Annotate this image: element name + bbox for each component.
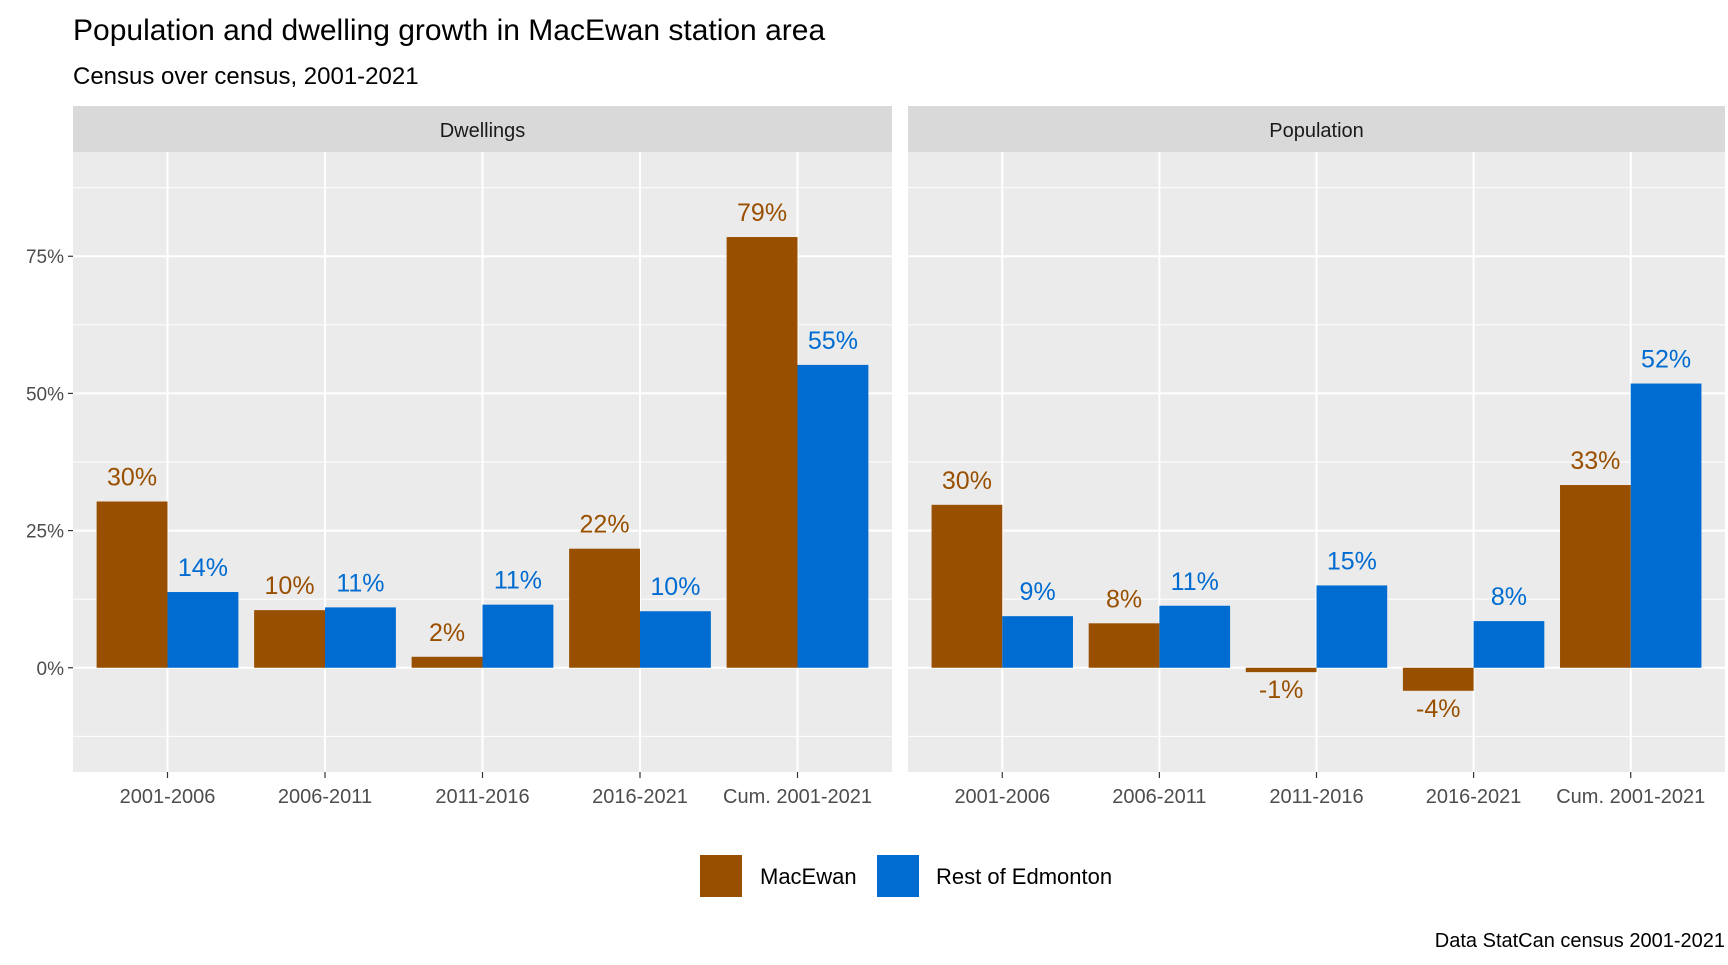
legend-key-macewan: [700, 855, 742, 897]
legend-label: MacEwan: [760, 864, 857, 889]
bar-rest-of-edmonton: [325, 607, 396, 668]
data-label: 79%: [737, 199, 787, 227]
bar-macewan: [1402, 667, 1474, 691]
data-label: 22%: [580, 511, 630, 539]
data-label: 15%: [1327, 547, 1377, 575]
data-label: 30%: [107, 464, 157, 492]
chart-title: Population and dwelling growth in MacEwa…: [73, 14, 825, 47]
y-tick-label: 25%: [26, 522, 64, 543]
panel-population: Population 30% 9% 2001-2006 8% 11% 2006-2011 -1…: [908, 106, 1725, 808]
bar-rest-of-edmonton: [1159, 605, 1231, 668]
data-label: 14%: [178, 554, 228, 582]
data-label: -1%: [1259, 676, 1303, 704]
x-tick-label: 2011-2016: [435, 786, 529, 808]
bar-macewan: [1560, 485, 1631, 668]
chart-caption: Data StatCan census 2001-2021: [1435, 930, 1725, 952]
data-label: 52%: [1641, 346, 1691, 374]
legend-key-rest-of-edmonton: [877, 855, 919, 897]
panel-strip-label: Dwellings: [440, 120, 526, 142]
panel-dwellings: Dwellings 0% 25% 50% 75% 30% 14% 2001-2006 10% 11…: [26, 106, 892, 808]
data-label: 11%: [494, 567, 542, 595]
y-tick-label: 0%: [37, 659, 65, 680]
panel-strip: [73, 106, 892, 152]
x-tick-label: 2016-2021: [1426, 786, 1522, 808]
panel-strip-label: Population: [1269, 120, 1364, 142]
bar-macewan: [1088, 623, 1160, 668]
x-tick-label: Cum. 2001-2021: [723, 786, 872, 808]
bar-macewan: [569, 548, 640, 668]
bar-macewan: [411, 656, 483, 668]
bar-rest-of-edmonton: [797, 364, 869, 668]
data-label: 30%: [942, 467, 992, 495]
bar-rest-of-edmonton: [1630, 383, 1702, 668]
legend: MacEwan Rest of Edmonton: [700, 855, 1112, 897]
bar-macewan: [1245, 667, 1317, 673]
data-label: 10%: [265, 572, 315, 600]
data-label: 11%: [336, 569, 384, 597]
bar-rest-of-edmonton: [167, 592, 239, 668]
x-tick-label: Cum. 2001-2021: [1556, 786, 1705, 808]
data-label: 33%: [1570, 447, 1620, 475]
x-tick-label: 2006-2011: [278, 786, 372, 808]
data-label: 9%: [1020, 578, 1056, 606]
bar-macewan: [726, 237, 798, 668]
y-tick-label: 50%: [26, 384, 64, 405]
data-label: 2%: [429, 619, 465, 647]
data-label: -4%: [1416, 695, 1460, 723]
x-tick-label: 2016-2021: [592, 786, 688, 808]
data-label: 11%: [1171, 568, 1219, 596]
y-tick-label: 75%: [26, 247, 64, 268]
x-tick-label: 2006-2011: [1112, 786, 1206, 808]
bar-rest-of-edmonton: [1002, 616, 1073, 668]
data-label: 8%: [1491, 583, 1527, 611]
bar-rest-of-edmonton: [640, 611, 711, 668]
chart-subtitle: Census over census, 2001-2021: [73, 63, 419, 90]
data-label: 10%: [650, 573, 700, 601]
data-label: 8%: [1106, 585, 1142, 613]
x-tick-label: 2011-2016: [1269, 786, 1363, 808]
legend-label: Rest of Edmonton: [936, 864, 1112, 889]
bar-rest-of-edmonton: [482, 604, 554, 668]
bar-rest-of-edmonton: [1316, 585, 1388, 668]
bar-rest-of-edmonton: [1473, 621, 1545, 668]
bar-macewan: [96, 501, 168, 668]
panel-strip: [908, 106, 1725, 152]
x-tick-label: 2001-2006: [954, 786, 1050, 808]
x-tick-label: 2001-2006: [120, 786, 216, 808]
data-label: 55%: [808, 327, 858, 355]
bar-macewan: [254, 610, 325, 668]
bar-macewan: [931, 504, 1003, 668]
